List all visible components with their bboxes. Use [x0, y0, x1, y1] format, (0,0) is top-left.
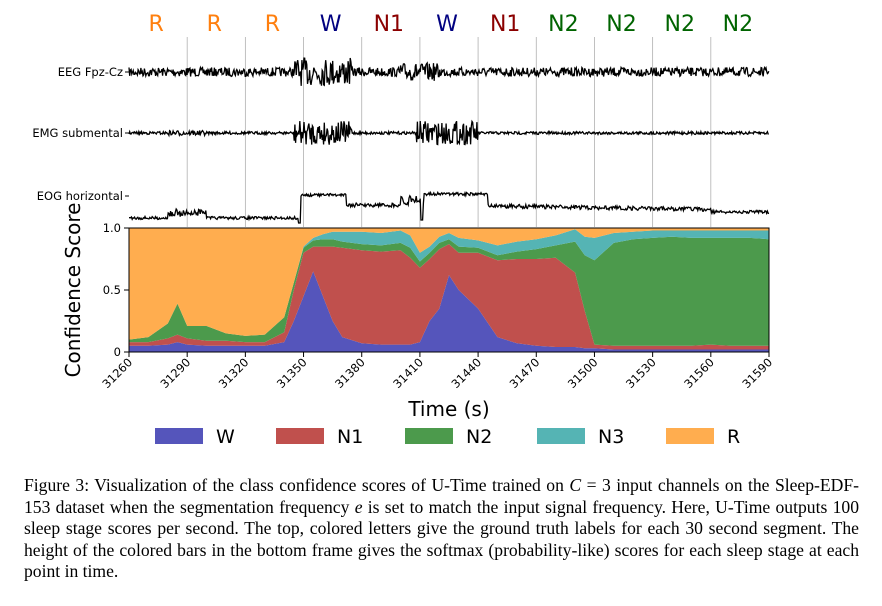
stage-label: N2	[606, 12, 636, 37]
signal-panel: EEG Fpz-Cz EMG submental EOG horizontal	[32, 37, 770, 227]
channel-label: EEG Fpz-Cz	[58, 65, 123, 79]
figure-caption: Figure 3: Visualization of the class con…	[24, 475, 859, 583]
signal-traces	[128, 57, 770, 224]
confidence-areas	[129, 228, 769, 352]
x-tick-label: 31260	[99, 355, 135, 391]
legend-label: R	[727, 426, 740, 448]
legend-label: N2	[466, 426, 492, 448]
x-tick-label: 31500	[565, 355, 601, 391]
caption-label: Figure 3:	[24, 475, 90, 495]
area-r	[129, 228, 769, 340]
legend-label: N1	[337, 426, 363, 448]
x-tick-label: 31530	[623, 355, 659, 391]
stage-label: N1	[374, 12, 404, 37]
figure: R R R W N1 W N1 N2 N2 N2 N2 EEG Fpz-Cz EMG submenta…	[32, 12, 775, 448]
stage-label: N2	[664, 12, 694, 37]
caption-text-a: Visualization of the class confidence sc…	[89, 475, 570, 495]
caption-var-e: e	[354, 496, 363, 517]
y-tick-label: 0.5	[103, 283, 121, 297]
legend-swatch	[537, 428, 585, 444]
caption-text-b: = 3 input channels on the Sleep-EDF-153 …	[24, 475, 859, 517]
stage-label: R	[207, 12, 222, 37]
x-tick-label: 31410	[390, 355, 426, 391]
channel-label: EMG submental	[32, 126, 123, 140]
caption-var-c: C	[569, 475, 582, 495]
x-tick-label: 31320	[216, 355, 252, 391]
x-tick-label: 31560	[681, 355, 717, 391]
legend-swatch	[666, 428, 714, 444]
stage-label: N2	[723, 12, 753, 37]
y-axis-label: Confidence Score	[61, 203, 85, 378]
stage-label: W	[436, 12, 458, 37]
legend-swatch	[155, 428, 203, 444]
ground-truth-stage-labels: R R R W N1 W N1 N2 N2 N2 N2	[148, 12, 753, 37]
stage-label: R	[148, 12, 163, 37]
x-tick-label: 31350	[274, 355, 310, 391]
emg-trace	[128, 119, 769, 146]
legend-swatch	[276, 428, 324, 444]
x-tick-label: 31470	[507, 355, 543, 391]
eog-trace	[129, 190, 770, 224]
stage-label: N1	[490, 12, 520, 37]
legend: W N1 N2 N3 R	[155, 426, 740, 448]
x-axis-ticks: 31260 31290 31320 31350 31380 31410 31440 31470…	[99, 352, 775, 391]
y-tick-label: 0	[114, 345, 121, 359]
x-axis-label: Time (s)	[407, 397, 489, 421]
caption-text-c: is set to match the input signal frequen…	[24, 496, 859, 582]
area-n1	[129, 244, 769, 350]
confidence-chart: 00.51.0 31260 31290 31320 31350 31380 31410 31…	[61, 203, 775, 421]
legend-label: W	[216, 426, 235, 448]
channel-labels: EEG Fpz-Cz EMG submental EOG horizontal	[32, 65, 129, 203]
eeg-trace	[128, 57, 770, 87]
stage-label: R	[265, 12, 280, 37]
y-axis-ticks: 0 0.5 1.0	[103, 221, 129, 359]
x-tick-label: 31590	[739, 355, 775, 391]
x-tick-label: 31440	[448, 355, 484, 391]
channel-label: EOG horizontal	[37, 189, 123, 203]
area-n2	[129, 236, 769, 346]
legend-label: N3	[598, 426, 624, 448]
x-tick-label: 31380	[332, 355, 368, 391]
stage-label: N2	[548, 12, 578, 37]
y-tick-label: 1.0	[103, 221, 121, 235]
stage-label: W	[320, 12, 342, 37]
area-w	[129, 271, 769, 352]
x-tick-label: 31290	[158, 355, 194, 391]
legend-swatch	[405, 428, 453, 444]
